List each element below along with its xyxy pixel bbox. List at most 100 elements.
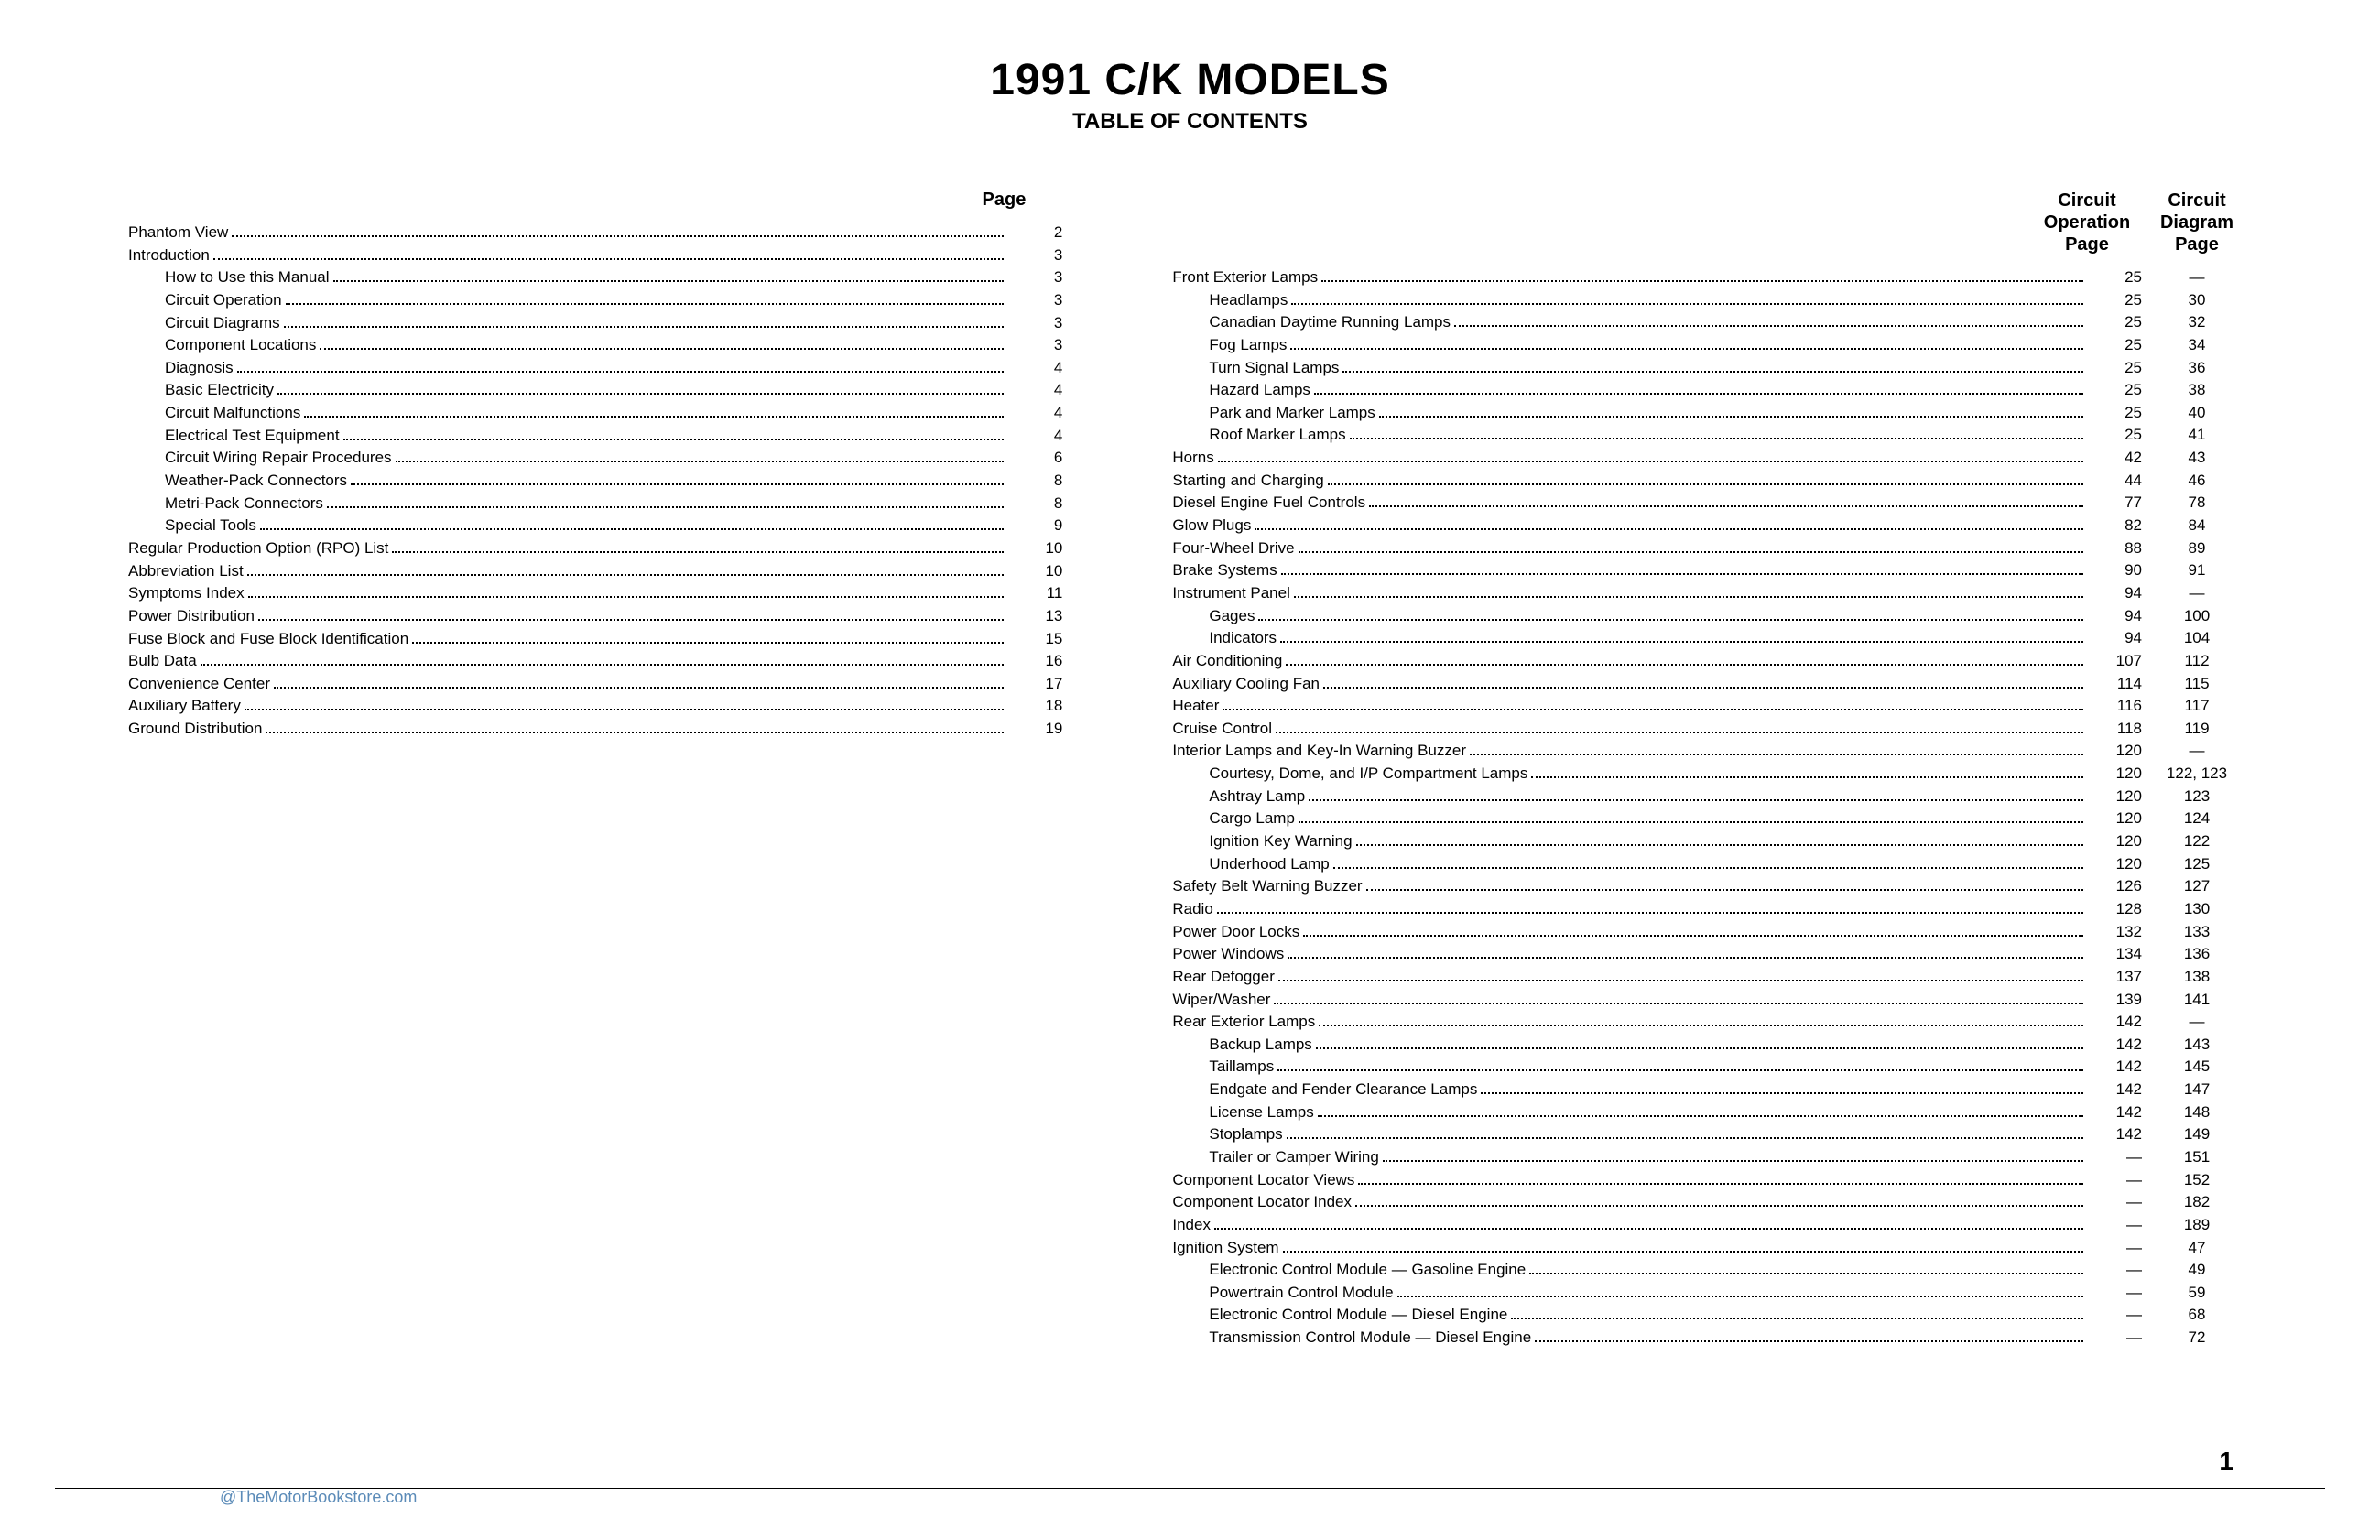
- toc-label: Basic Electricity: [165, 379, 274, 402]
- toc-row: Air Conditioning107112: [1172, 650, 2252, 673]
- toc-circuit-operation-page: 25: [2087, 379, 2142, 402]
- toc-label: Bulb Data: [128, 650, 197, 673]
- toc-circuit-diagram-page: 122, 123: [2142, 763, 2252, 786]
- toc-row: Underhood Lamp120125: [1172, 853, 2252, 876]
- leader-dots: [396, 461, 1005, 462]
- toc-circuit-operation-page: 94: [2087, 627, 2142, 650]
- toc-circuit-operation-page: 126: [2087, 875, 2142, 898]
- leader-dots: [1217, 912, 2083, 914]
- toc-label: Wiper/Washer: [1172, 989, 1270, 1012]
- toc-label: Rear Exterior Lamps: [1172, 1011, 1315, 1034]
- toc-label: Hazard Lamps: [1209, 379, 1310, 402]
- toc-label: Circuit Wiring Repair Procedures: [165, 447, 392, 470]
- leader-dots: [1531, 776, 2083, 778]
- toc-row: Symptoms Index11: [128, 582, 1062, 605]
- toc-circuit-operation-page: 132: [2087, 921, 2142, 944]
- toc-label: Front Exterior Lamps: [1172, 266, 1318, 289]
- leader-dots: [1281, 573, 2083, 575]
- toc-row: Rear Exterior Lamps142—: [1172, 1011, 2252, 1034]
- toc-label: Ground Distribution: [128, 718, 262, 741]
- toc-row: Electronic Control Module — Diesel Engin…: [1172, 1304, 2252, 1327]
- toc-row: Courtesy, Dome, and I/P Compartment Lamp…: [1172, 763, 2252, 786]
- toc-row: Park and Marker Lamps2540: [1172, 402, 2252, 425]
- leader-dots: [1258, 619, 2083, 621]
- toc-row: Taillamps142145: [1172, 1056, 2252, 1079]
- toc-label: Power Distribution: [128, 605, 255, 628]
- toc-page: 3: [1007, 334, 1062, 357]
- toc-circuit-operation-page: 142: [2087, 1011, 2142, 1034]
- toc-row: Wiper/Washer139141: [1172, 989, 2252, 1012]
- leader-dots: [1277, 1069, 2083, 1071]
- toc-row: Circuit Malfunctions4: [128, 402, 1062, 425]
- toc-row: Ignition System—47: [1172, 1237, 2252, 1260]
- toc-label: Powertrain Control Module: [1209, 1282, 1393, 1305]
- toc-page: 4: [1007, 379, 1062, 402]
- toc-label: Auxiliary Cooling Fan: [1172, 673, 1320, 696]
- leader-dots: [277, 393, 1004, 395]
- leader-dots: [1323, 687, 2083, 689]
- toc-label: Interior Lamps and Key-In Warning Buzzer: [1172, 740, 1466, 763]
- toc-row: Diagnosis4: [128, 357, 1062, 380]
- toc-label: Index: [1172, 1214, 1211, 1237]
- toc-row: Power Windows134136: [1172, 943, 2252, 966]
- leader-dots: [1333, 867, 2083, 869]
- toc-circuit-operation-page: 94: [2087, 605, 2142, 628]
- toc-circuit-operation-page: 120: [2087, 853, 2142, 876]
- toc-label: Indicators: [1209, 627, 1277, 650]
- toc-circuit-diagram-page: 119: [2142, 718, 2252, 741]
- leader-dots: [1255, 528, 2083, 530]
- toc-label: Air Conditioning: [1172, 650, 1282, 673]
- toc-row: Index—189: [1172, 1214, 2252, 1237]
- toc-circuit-diagram-page: —: [2142, 740, 2252, 763]
- toc-label: Ashtray Lamp: [1209, 786, 1305, 808]
- toc-label: Turn Signal Lamps: [1209, 357, 1339, 380]
- toc-circuit-operation-page: 137: [2087, 966, 2142, 989]
- toc-circuit-operation-page: 90: [2087, 559, 2142, 582]
- leader-dots: [392, 551, 1004, 553]
- toc-label: Radio: [1172, 898, 1212, 921]
- leader-dots: [1358, 1183, 2083, 1185]
- toc-label: Electronic Control Module — Diesel Engin…: [1209, 1304, 1507, 1327]
- toc-circuit-operation-page: —: [2087, 1237, 2142, 1260]
- toc-circuit-diagram-page: 152: [2142, 1169, 2252, 1192]
- toc-circuit-operation-page: —: [2087, 1259, 2142, 1282]
- toc-circuit-diagram-page: 115: [2142, 673, 2252, 696]
- toc-row: Weather-Pack Connectors8: [128, 470, 1062, 493]
- toc-circuit-operation-page: 25: [2087, 334, 2142, 357]
- toc-label: Trailer or Camper Wiring: [1209, 1146, 1378, 1169]
- leader-dots: [1294, 596, 2083, 598]
- toc-row: Ground Distribution19: [128, 718, 1062, 741]
- right-header-1: Circuit Operation Page: [2032, 190, 2142, 255]
- toc-row: Circuit Operation3: [128, 289, 1062, 312]
- toc-label: Circuit Malfunctions: [165, 402, 300, 425]
- toc-row: Component Locator Views—152: [1172, 1169, 2252, 1192]
- toc-row: Component Locations3: [128, 334, 1062, 357]
- toc-row: Convenience Center17: [128, 673, 1062, 696]
- toc-label: Component Locator Views: [1172, 1169, 1354, 1192]
- toc-label: Circuit Diagrams: [165, 312, 280, 335]
- toc-page: 2: [1007, 222, 1062, 244]
- toc-circuit-diagram-page: 38: [2142, 379, 2252, 402]
- toc-circuit-diagram-page: 34: [2142, 334, 2252, 357]
- toc-label: Abbreviation List: [128, 560, 244, 583]
- toc-label: Underhood Lamp: [1209, 853, 1329, 876]
- toc-circuit-diagram-page: 47: [2142, 1237, 2252, 1260]
- leader-dots: [1278, 980, 2083, 981]
- toc-circuit-diagram-page: 43: [2142, 447, 2252, 470]
- toc-label: Auxiliary Battery: [128, 695, 241, 718]
- leader-dots: [1356, 844, 2083, 846]
- toc-page: 17: [1007, 673, 1062, 696]
- toc-label: Ignition Key Warning: [1209, 830, 1352, 853]
- toc-circuit-diagram-page: 41: [2142, 424, 2252, 447]
- toc-label: License Lamps: [1209, 1101, 1313, 1124]
- toc-row: Auxiliary Battery18: [128, 695, 1062, 718]
- toc-row: Metri-Pack Connectors8: [128, 493, 1062, 515]
- leader-dots: [286, 303, 1005, 305]
- toc-label: Starting and Charging: [1172, 470, 1323, 493]
- toc-circuit-diagram-page: 122: [2142, 830, 2252, 853]
- toc-row: Auxiliary Cooling Fan114115: [1172, 673, 2252, 696]
- toc-page: 8: [1007, 493, 1062, 515]
- toc-page: 13: [1007, 605, 1062, 628]
- toc-circuit-diagram-page: 141: [2142, 989, 2252, 1012]
- leader-dots: [1288, 957, 2083, 959]
